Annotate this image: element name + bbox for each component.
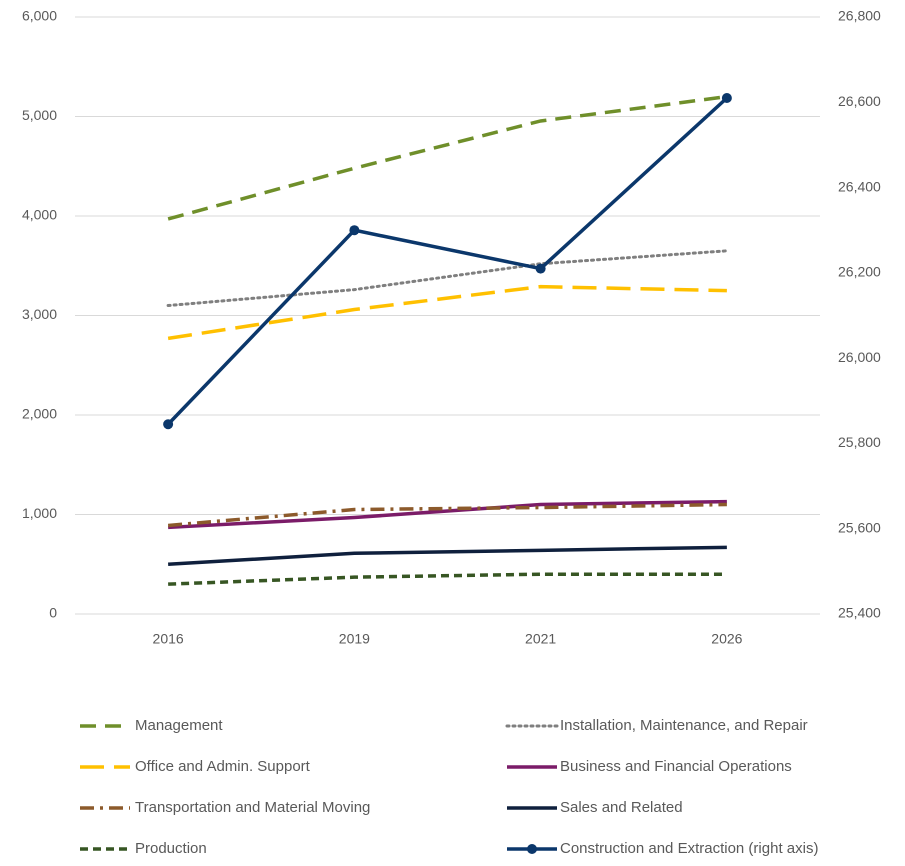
x-tick-label: 2019 — [339, 631, 370, 647]
y-tick-label: 6,000 — [22, 8, 57, 24]
x-tick-label: 2016 — [153, 631, 184, 647]
y2-tick-label: 26,200 — [838, 264, 881, 280]
y2-tick-label: 26,000 — [838, 349, 881, 365]
y2-tick-label: 25,400 — [838, 605, 881, 621]
series-line — [168, 545, 727, 566]
point-marker — [535, 263, 546, 274]
legend-label: Transportation and Material Moving — [135, 799, 370, 816]
y-tick-label: 4,000 — [22, 207, 57, 223]
legend-label: Office and Admin. Support — [135, 758, 311, 775]
legend-label: Production — [135, 840, 207, 857]
series-line — [167, 502, 727, 528]
legend-marker — [527, 844, 537, 854]
series-line — [167, 284, 727, 341]
point-marker — [349, 225, 360, 236]
point-marker — [721, 93, 732, 104]
y-tick-label: 5,000 — [22, 107, 57, 123]
x-tick-label: 2026 — [711, 631, 742, 647]
legend-label: Business and Financial Operations — [560, 758, 792, 775]
legend-label: Installation, Maintenance, and Repair — [560, 717, 808, 734]
series-line — [168, 499, 727, 530]
y2-tick-label: 26,800 — [838, 8, 881, 24]
series-line — [166, 249, 729, 308]
series-line — [166, 96, 729, 426]
point-marker — [163, 419, 174, 430]
y2-tick-label: 25,800 — [838, 434, 881, 450]
y-tick-label: 3,000 — [22, 306, 57, 322]
legend-label: Construction and Extraction (right axis) — [560, 840, 818, 857]
legend-label: Management — [135, 717, 223, 734]
x-tick-label: 2021 — [525, 631, 556, 647]
y2-tick-label: 25,600 — [838, 519, 881, 535]
y-tick-label: 1,000 — [22, 505, 57, 521]
series-line — [168, 572, 727, 586]
y-tick-label: 2,000 — [22, 406, 57, 422]
y2-tick-label: 26,600 — [838, 93, 881, 109]
y2-tick-label: 26,400 — [838, 178, 881, 194]
y-tick-label: 0 — [49, 605, 57, 621]
series-line — [167, 94, 728, 221]
legend-label: Sales and Related — [560, 799, 683, 816]
